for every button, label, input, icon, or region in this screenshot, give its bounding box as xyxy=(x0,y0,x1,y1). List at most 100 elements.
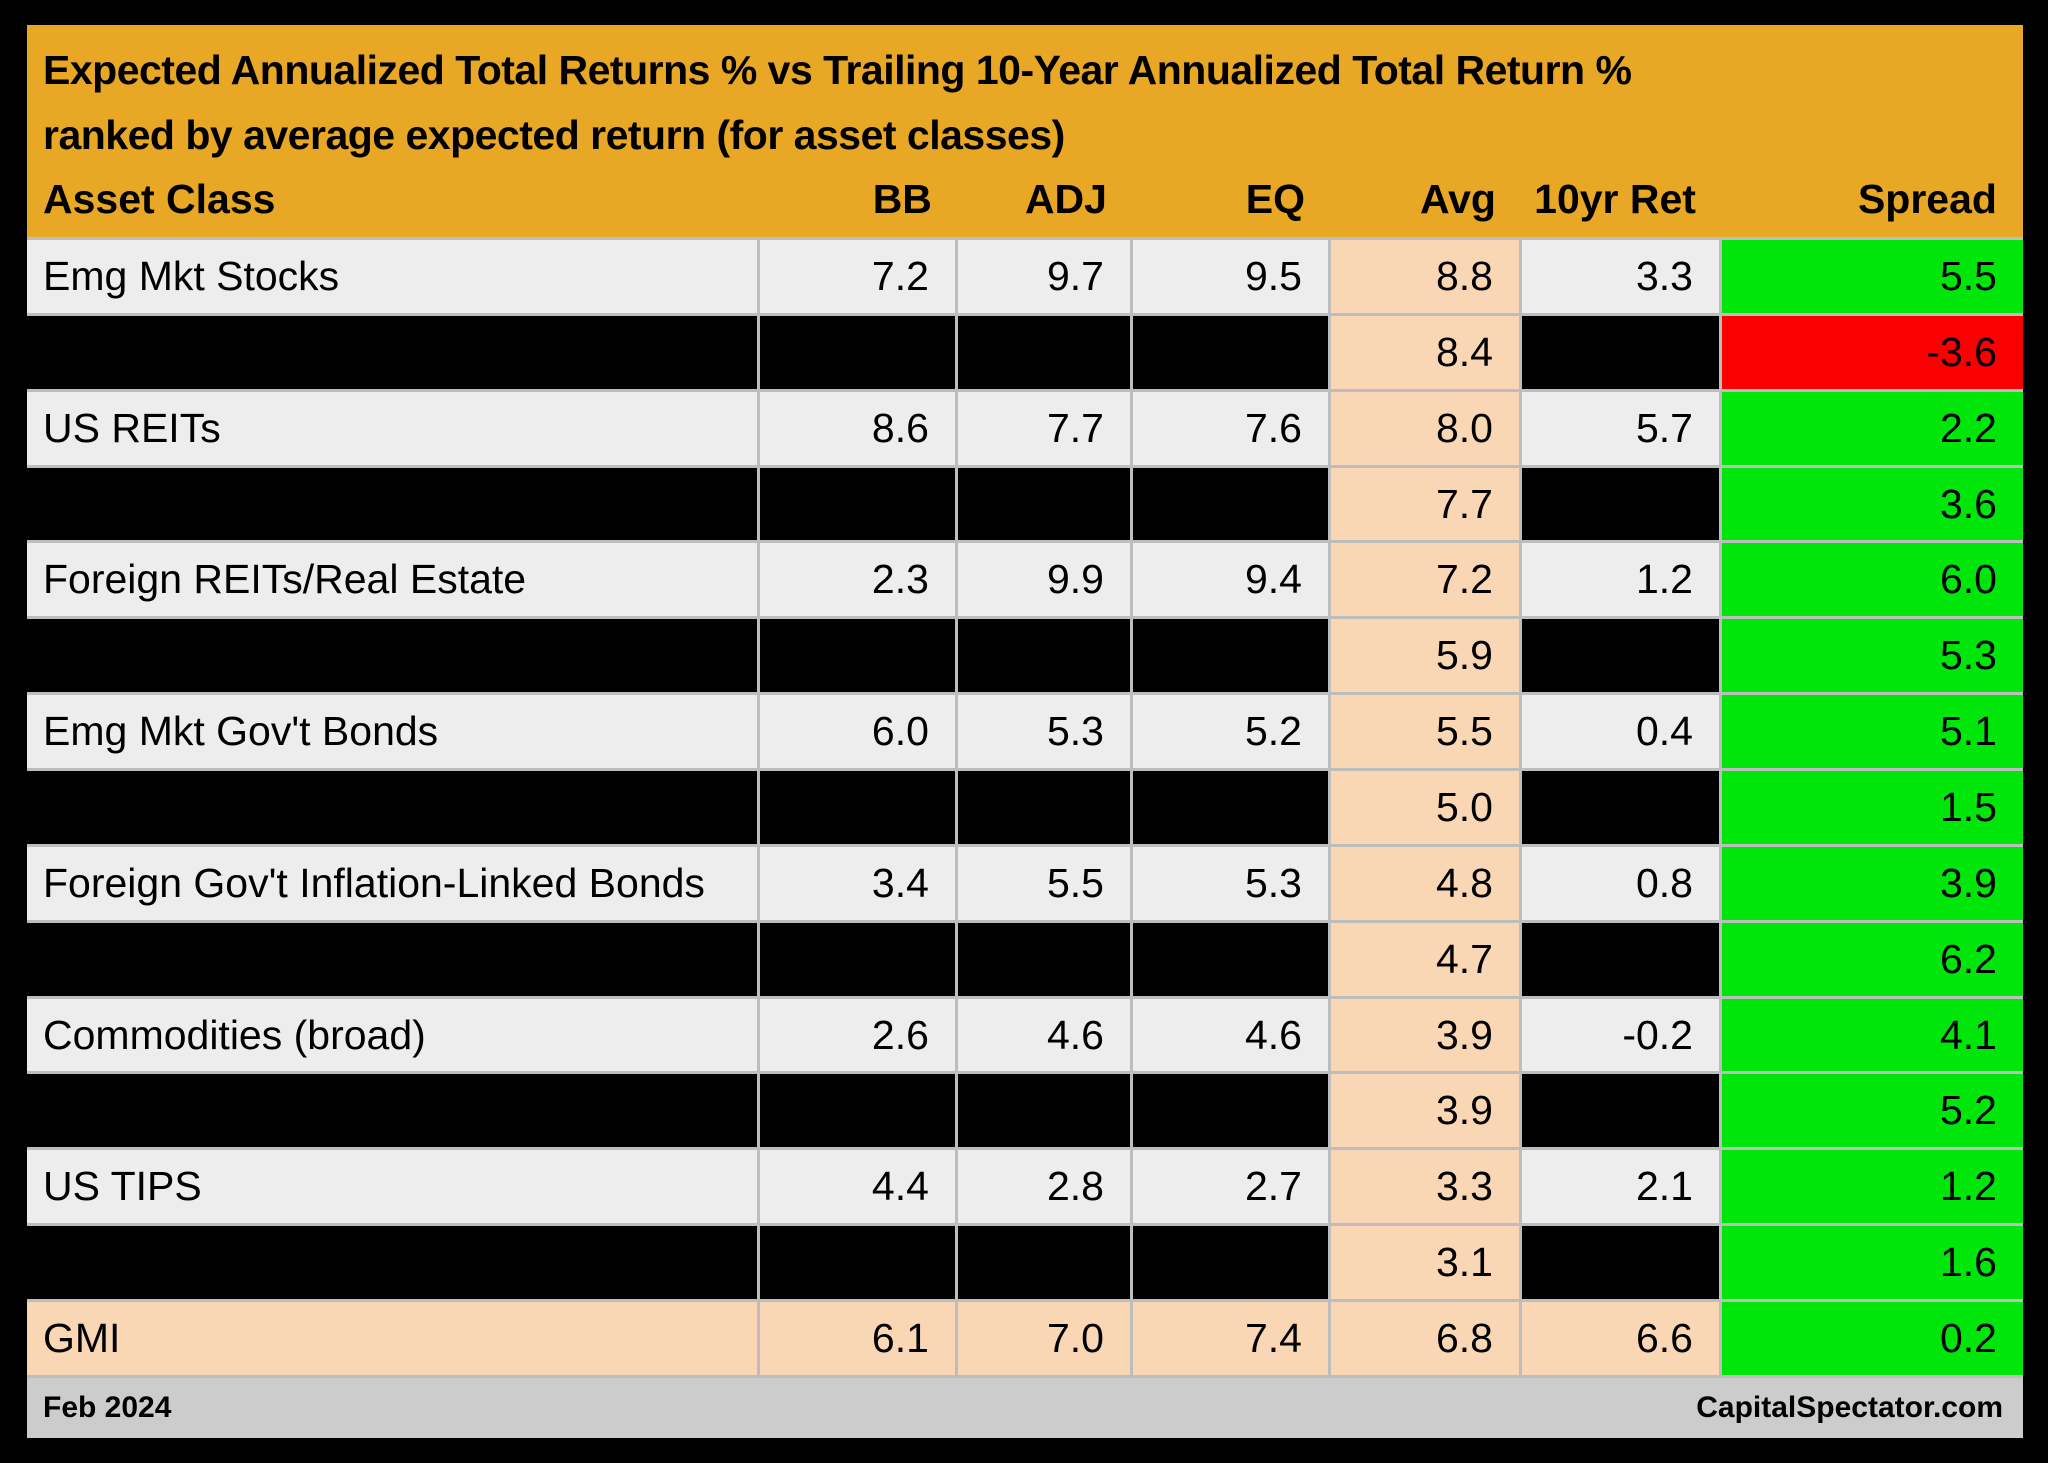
cell-eq: 2.7 xyxy=(1132,1150,1331,1224)
table-row-redacted: 5.9 5.3 xyxy=(27,619,2023,696)
cell-eq: 5.2 xyxy=(1132,695,1331,769)
table-row-redacted: 8.4 -3.6 xyxy=(27,315,2023,392)
cell-spread: 6.2 xyxy=(1721,922,2023,996)
table-row-redacted: 7.7 3.6 xyxy=(27,467,2023,544)
cell-asset: GMI xyxy=(27,1302,760,1375)
cell-avg: 8.8 xyxy=(1330,240,1522,313)
cell-ret10: 1.2 xyxy=(1521,543,1722,617)
table-row: US REITs 8.6 7.7 7.6 8.0 5.7 2.2 xyxy=(27,391,2023,468)
cell-avg: 3.3 xyxy=(1330,1150,1522,1224)
cell-adj xyxy=(957,1074,1133,1148)
cell-bb: 3.4 xyxy=(759,846,958,920)
table-row: US TIPS 4.4 2.8 2.7 3.3 2.1 1.2 xyxy=(27,1150,2023,1227)
cell-asset: Emg Mkt Gov't Bonds xyxy=(27,695,760,769)
cell-eq xyxy=(1132,771,1331,844)
column-header-row: Asset Class BB ADJ EQ Avg 10yr Ret Spread xyxy=(27,176,2023,223)
cell-spread: 5.5 xyxy=(1721,240,2023,313)
cell-ret10: 0.8 xyxy=(1521,846,1722,920)
table-body: Emg Mkt Stocks 7.2 9.7 9.5 8.8 3.3 5.5 8.4 -3.6 U… xyxy=(27,240,2023,1378)
cell-adj xyxy=(957,467,1133,541)
cell-adj xyxy=(957,315,1133,389)
cell-adj xyxy=(957,1226,1133,1300)
cell-bb: 7.2 xyxy=(759,240,958,313)
cell-avg: 7.2 xyxy=(1330,543,1522,617)
cell-bb xyxy=(759,467,958,541)
cell-eq xyxy=(1132,315,1331,389)
cell-asset xyxy=(27,922,760,996)
cell-avg: 8.0 xyxy=(1330,391,1522,465)
cell-ret10 xyxy=(1521,922,1722,996)
cell-ret10: 2.1 xyxy=(1521,1150,1722,1224)
footer-source: CapitalSpectator.com xyxy=(1696,1391,2003,1424)
cell-ret10: 3.3 xyxy=(1521,240,1722,313)
table-row: Commodities (broad) 2.6 4.6 4.6 3.9 -0.2 4.1 xyxy=(27,998,2023,1075)
cell-adj: 7.0 xyxy=(957,1302,1133,1375)
cell-avg: 7.7 xyxy=(1330,467,1522,541)
cell-avg: 8.4 xyxy=(1330,315,1522,389)
cell-bb xyxy=(759,315,958,389)
cell-spread: 3.6 xyxy=(1721,467,2023,541)
cell-adj: 5.3 xyxy=(957,695,1133,769)
cell-bb: 8.6 xyxy=(759,391,958,465)
cell-eq: 5.3 xyxy=(1132,846,1331,920)
cell-eq xyxy=(1132,922,1331,996)
cell-avg: 3.9 xyxy=(1330,1074,1522,1148)
cell-avg: 6.8 xyxy=(1330,1302,1522,1375)
cell-spread: 1.2 xyxy=(1721,1150,2023,1224)
cell-spread: -3.6 xyxy=(1721,315,2023,389)
cell-avg: 4.8 xyxy=(1330,846,1522,920)
returns-table: Expected Annualized Total Returns % vs T… xyxy=(27,25,2023,1438)
table-row-redacted: 4.7 6.2 xyxy=(27,922,2023,999)
cell-eq: 7.4 xyxy=(1132,1302,1331,1375)
cell-bb: 4.4 xyxy=(759,1150,958,1224)
cell-asset: Foreign REITs/Real Estate xyxy=(27,543,760,617)
cell-ret10: 6.6 xyxy=(1521,1302,1722,1375)
table-title-line2: ranked by average expected return (for a… xyxy=(43,111,1065,158)
cell-avg: 5.0 xyxy=(1330,771,1522,844)
cell-ret10 xyxy=(1521,619,1722,693)
cell-asset xyxy=(27,1226,760,1300)
cell-spread: 6.0 xyxy=(1721,543,2023,617)
cell-asset xyxy=(27,771,760,844)
cell-spread: 5.1 xyxy=(1721,695,2023,769)
cell-avg: 5.9 xyxy=(1330,619,1522,693)
cell-ret10 xyxy=(1521,315,1722,389)
table-row-redacted: 3.1 1.6 xyxy=(27,1226,2023,1303)
cell-spread: 0.2 xyxy=(1721,1302,2023,1375)
cell-adj xyxy=(957,922,1133,996)
table-header: Expected Annualized Total Returns % vs T… xyxy=(27,25,2023,240)
cell-eq xyxy=(1132,619,1331,693)
cell-bb xyxy=(759,771,958,844)
cell-bb: 6.1 xyxy=(759,1302,958,1375)
cell-bb xyxy=(759,1074,958,1148)
column-header-avg: Avg xyxy=(1420,176,1496,222)
cell-bb xyxy=(759,922,958,996)
cell-spread: 1.5 xyxy=(1721,771,2023,844)
cell-avg: 3.9 xyxy=(1330,998,1522,1072)
cell-spread: 5.2 xyxy=(1721,1074,2023,1148)
cell-asset xyxy=(27,1074,760,1148)
table-row: Foreign Gov't Inflation-Linked Bonds 3.4 5… xyxy=(27,846,2023,923)
cell-avg: 5.5 xyxy=(1330,695,1522,769)
cell-spread: 4.1 xyxy=(1721,998,2023,1072)
cell-asset xyxy=(27,315,760,389)
table-title-line1: Expected Annualized Total Returns % vs T… xyxy=(43,47,1632,93)
footer-date: Feb 2024 xyxy=(43,1391,172,1424)
cell-spread: 5.3 xyxy=(1721,619,2023,693)
cell-ret10: 5.7 xyxy=(1521,391,1722,465)
column-header-eq: EQ xyxy=(1245,176,1305,222)
cell-spread: 2.2 xyxy=(1721,391,2023,465)
table-row-redacted: 3.9 5.2 xyxy=(27,1074,2023,1151)
cell-adj: 4.6 xyxy=(957,998,1133,1072)
cell-ret10: -0.2 xyxy=(1521,998,1722,1072)
cell-ret10 xyxy=(1521,1226,1722,1300)
cell-ret10 xyxy=(1521,467,1722,541)
cell-asset xyxy=(27,619,760,693)
cell-bb xyxy=(759,1226,958,1300)
cell-eq xyxy=(1132,1226,1331,1300)
table-footer: Feb 2024 CapitalSpectator.com xyxy=(27,1378,2023,1438)
cell-asset: Emg Mkt Stocks xyxy=(27,240,760,313)
cell-adj: 5.5 xyxy=(957,846,1133,920)
cell-adj: 9.7 xyxy=(957,240,1133,313)
